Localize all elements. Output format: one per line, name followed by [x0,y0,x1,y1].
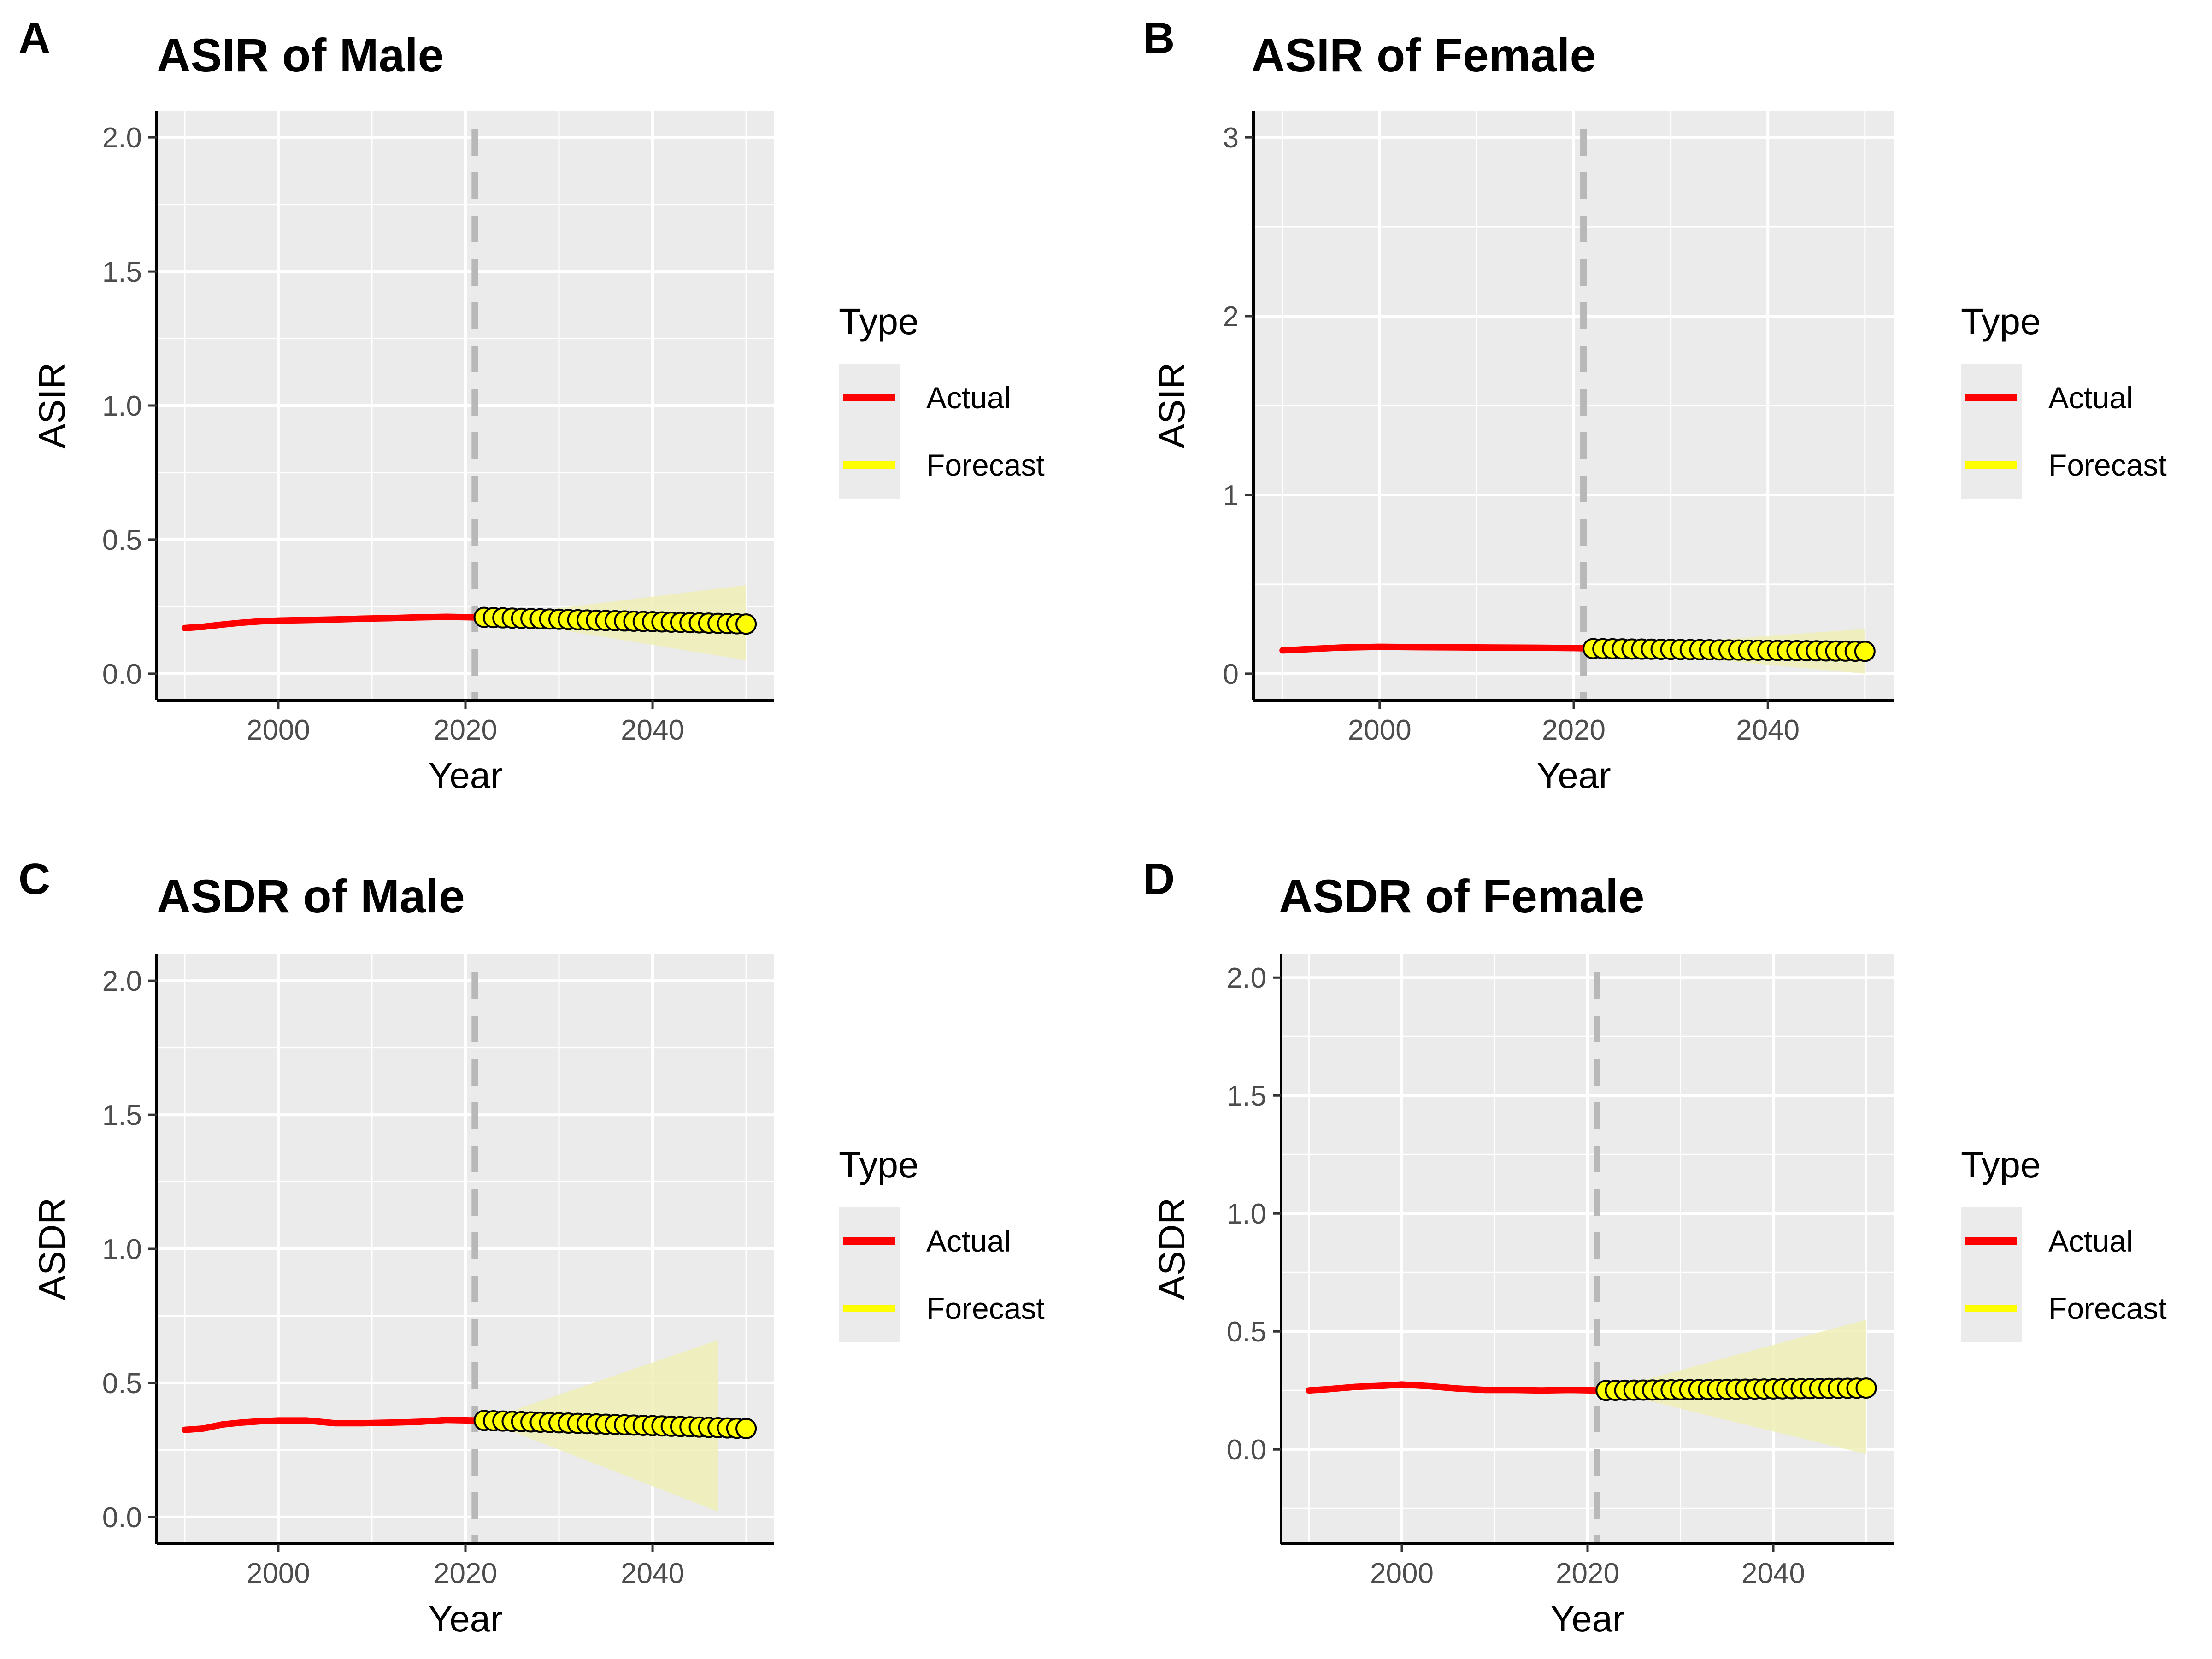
legend-title: Type [839,1144,918,1185]
x-tick-label: 2000 [247,714,310,746]
legend-label-forecast: Forecast [2048,1291,2167,1325]
forecast-point [735,1418,757,1439]
panel-letter: C [18,854,50,904]
y-tick-label: 1.5 [1227,1080,1266,1112]
forecast-points [1583,638,1876,662]
y-tick-label: 0.0 [1227,1434,1266,1466]
legend: Type Actual Forecast [1961,1144,2167,1342]
y-tick-label: 0.5 [102,1368,142,1400]
y-axis-title: ASDR [31,1198,72,1300]
forecast-points [473,1410,757,1439]
y-tick-label: 1 [1223,480,1239,512]
panel-d: D ASDR of Female 2000 2020 2040 0.0 0.5 1.0 1.5 2… [1143,854,2167,1639]
y-tick-label: 2.0 [1227,962,1266,994]
x-tick-label: 2040 [621,714,684,746]
panel-c: C ASDR of Male 2000 2020 2040 0.0 0.5 1.0 1.5 2.0… [18,854,1045,1639]
legend-label-forecast: Forecast [2048,448,2167,482]
actual-series-line [1279,643,1587,654]
panel-letter: B [1143,13,1175,63]
actual-series-line [181,1417,478,1433]
panel-b: B ASIR of Female 2000 2020 2040 0 1 2 3 Year ASIR T… [1143,13,2167,796]
x-axis-title: Year [1550,1598,1625,1639]
legend: Type Actual Forecast [839,301,1045,499]
chart-title: ASDR of Female [1279,870,1645,923]
y-tick-label: 1.0 [102,1234,142,1265]
chart-title: ASIR of Male [157,29,444,82]
legend: Type Actual Forecast [839,1144,1045,1342]
x-tick-label: 2000 [1370,1558,1434,1589]
y-axis-title: ASIR [1151,363,1192,449]
x-tick-label: 2020 [434,1558,497,1589]
y-tick-label: 0 [1223,659,1239,690]
gridlines [157,954,774,1544]
y-tick-label: 1.5 [102,1100,142,1131]
forecast-points [473,606,757,635]
gridlines [1253,111,1894,700]
y-tick-label: 1.0 [102,390,142,422]
y-tick-label: 0.5 [1227,1316,1266,1348]
legend: Type Actual Forecast [1961,301,2167,499]
x-tick-label: 2020 [1542,714,1606,746]
x-axis-title: Year [428,755,503,796]
x-tick-label: 2040 [1741,1558,1805,1589]
x-tick-label: 2000 [247,1558,310,1589]
x-tick-label: 2000 [1348,714,1412,746]
y-tick-label: 2.0 [102,965,142,997]
chart-title: ASDR of Male [157,870,465,923]
legend-title: Type [839,301,918,342]
legend-label-actual: Actual [926,381,1011,415]
x-tick-label: 2040 [1736,714,1800,746]
legend-title: Type [1961,301,2041,342]
y-tick-label: 0.5 [102,524,142,556]
legend-title: Type [1961,1144,2041,1185]
y-axis-title: ASIR [31,363,72,449]
panel-letter: A [18,13,50,63]
panel-a: A ASIR of Male 2000 2020 2040 0.0 0.5 1.0 1.5 2.0… [18,13,1045,796]
legend-label-actual: Actual [926,1224,1011,1258]
y-tick-label: 3 [1223,122,1239,154]
y-tick-label: 0.0 [102,1502,142,1534]
legend-label-actual: Actual [2048,381,2133,415]
y-tick-label: 2.0 [102,122,142,154]
x-tick-label: 2020 [434,714,497,746]
x-axis-title: Year [1536,755,1611,796]
y-tick-label: 0.0 [102,659,142,690]
y-axis-title: ASDR [1151,1198,1192,1300]
legend-label-forecast: Forecast [926,1291,1045,1325]
panel-letter: D [1143,854,1175,904]
legend-label-actual: Actual [2048,1224,2133,1258]
actual-series-line [181,613,478,631]
x-tick-label: 2020 [1556,1558,1619,1589]
actual-series-line [1306,1381,1600,1394]
chart-title: ASIR of Female [1251,29,1596,82]
x-axis-title: Year [428,1598,503,1639]
y-tick-label: 1.0 [1227,1198,1266,1230]
y-tick-label: 2 [1223,301,1239,333]
forecast-points [1595,1377,1877,1401]
forecast-point [1854,641,1876,662]
legend-label-forecast: Forecast [926,448,1045,482]
x-tick-label: 2040 [621,1558,684,1589]
forecast-point [735,613,757,635]
y-tick-label: 1.5 [102,256,142,288]
forecast-point [1855,1377,1877,1399]
